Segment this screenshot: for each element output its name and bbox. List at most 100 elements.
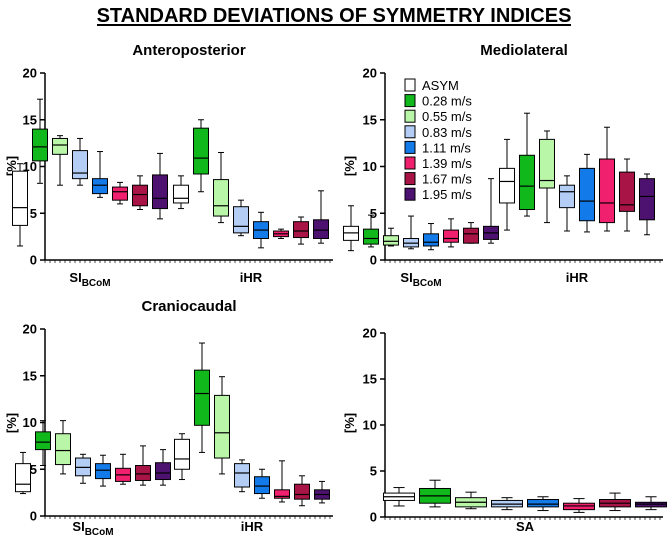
box-rect (294, 483, 310, 500)
category-label: SA (516, 519, 535, 534)
box-rect (527, 499, 559, 508)
box-rect (559, 184, 575, 209)
box-0-28-m-s (363, 214, 379, 248)
category-label-sub: BCoM (85, 527, 114, 538)
box-rect (213, 179, 229, 217)
panel-craniocaudal: Craniocaudal 0 5 10 15 20 [%] SIBCoM iHR (4, 298, 333, 538)
box-0-55-m-s (213, 151, 229, 224)
category-label: SIBCoM (72, 519, 113, 538)
box-rect (599, 158, 615, 224)
box-1-39-m-s (274, 460, 290, 503)
box-0-83-m-s (234, 459, 250, 493)
box-rect (194, 369, 210, 426)
box-1-39-m-s (599, 126, 615, 232)
box-asym (499, 138, 515, 231)
y-tick-label: 0 (370, 253, 377, 268)
box-rect (423, 233, 439, 247)
y-tick-label: 5 (370, 206, 377, 221)
box-0-83-m-s (75, 453, 91, 484)
legend-swatch (404, 109, 416, 123)
legend-swatch (404, 172, 416, 186)
box-rect (383, 235, 399, 246)
y-tick-label: 20 (363, 326, 377, 341)
category-label-main: iHR (566, 270, 589, 285)
box-rect (214, 394, 230, 459)
legend-swatch (404, 125, 416, 139)
panel-title: Anteroposterior (132, 42, 246, 59)
legend-label: 1.95 m/s (422, 187, 472, 202)
box-1-95-m-s (483, 178, 499, 244)
y-tick-label: 20 (23, 66, 37, 81)
box-1-67-m-s (135, 445, 151, 486)
y-tick-label: 10 (23, 159, 37, 174)
y-tick-label: 0 (370, 510, 377, 525)
box-0-28-m-s (35, 420, 51, 467)
box-rect (539, 138, 555, 189)
box-1-95-m-s (152, 152, 168, 220)
box-0-83-m-s (403, 215, 419, 250)
box-1-67-m-s (294, 475, 310, 507)
box-1-95-m-s (155, 449, 171, 486)
box-0-83-m-s (491, 497, 523, 511)
box-rect (234, 463, 250, 488)
box-0-55-m-s (214, 376, 230, 475)
box-0-28-m-s (419, 479, 451, 508)
y-tick-label: 10 (363, 159, 377, 174)
box-1-39-m-s (112, 181, 128, 205)
y-tick-label: 0 (30, 253, 37, 268)
box-rect (52, 137, 68, 155)
y-tick-label: 5 (370, 464, 377, 479)
box-rect (173, 184, 189, 204)
box-1-95-m-s (639, 173, 655, 236)
box-0-28-m-s (32, 98, 48, 184)
box-rect (72, 150, 88, 180)
box-0-55-m-s (55, 420, 71, 475)
box-0-83-m-s (72, 137, 88, 186)
category-label: SIBCoM (69, 270, 110, 289)
y-tick-label: 10 (363, 418, 377, 433)
box-1-11-m-s (579, 153, 595, 233)
legend-swatch (404, 140, 416, 154)
category-label-sub: BCoM (413, 278, 442, 289)
legend-label: 0.55 m/s (422, 109, 472, 124)
panel-mediolateral: Mediolateral 0 5 10 15 20 [%] SIBCoM iHR ASYM0.28… (342, 42, 663, 289)
box-rect (12, 170, 28, 226)
box-rect (95, 463, 111, 480)
y-tick-label: 5 (30, 206, 37, 221)
box-rect (112, 186, 128, 201)
category-label: iHR (566, 270, 589, 285)
box-0-55-m-s (383, 227, 399, 247)
box-rect (463, 227, 479, 244)
box-1-67-m-s (463, 222, 479, 244)
box-1-67-m-s (619, 158, 635, 232)
box-1-11-m-s (254, 468, 270, 499)
box-rect (274, 489, 290, 499)
category-label-sub: BCoM (82, 278, 111, 289)
y-tick-label: 0 (30, 509, 37, 524)
y-tick-label: 15 (363, 372, 377, 387)
legend-label: 1.11 m/s (422, 140, 471, 155)
box-0-83-m-s (559, 175, 575, 232)
box-0-28-m-s (519, 112, 535, 217)
y-tick-label: 15 (23, 368, 37, 383)
panel-sa: 0 5 10 15 20 [%] SA (342, 326, 667, 534)
box-1-39-m-s (563, 498, 595, 513)
box-0-28-m-s (194, 342, 210, 453)
box-rect (254, 476, 270, 495)
box-1-11-m-s (92, 151, 108, 198)
box-1-67-m-s (293, 216, 309, 245)
y-tick-label: 15 (23, 112, 37, 127)
box-1-11-m-s (253, 211, 269, 249)
box-rect (174, 438, 190, 470)
box-1-95-m-s (635, 496, 667, 511)
y-tick-label: 10 (23, 415, 37, 430)
box-rect (15, 463, 31, 493)
legend-swatch (404, 94, 416, 108)
box-asym (383, 487, 415, 507)
box-0-55-m-s (455, 491, 487, 510)
category-label-main: iHR (241, 519, 264, 534)
box-1-11-m-s (527, 496, 559, 512)
y-axis-label: [%] (342, 156, 357, 176)
category-label-main: SI (400, 270, 412, 285)
